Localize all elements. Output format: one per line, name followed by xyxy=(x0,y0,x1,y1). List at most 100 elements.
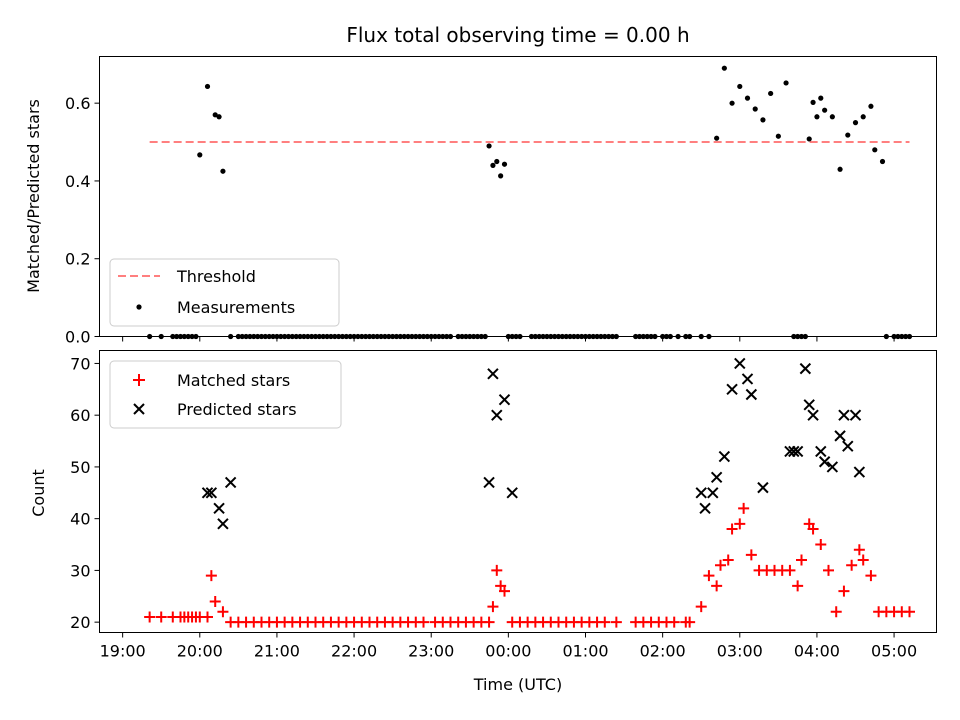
predicted-star-marker xyxy=(205,487,218,499)
matched-star-marker xyxy=(668,616,680,628)
predicted-star-marker xyxy=(799,362,812,375)
measurement-point xyxy=(852,120,859,126)
measurement-point xyxy=(197,152,203,158)
matched-star-marker xyxy=(711,580,723,592)
matched-star-marker xyxy=(209,595,221,607)
predicted-star-marker xyxy=(853,466,866,478)
ratio-legend: Threshold Measurements xyxy=(109,258,340,327)
matched-star-marker xyxy=(904,606,915,618)
predicted-star-marker xyxy=(807,409,819,421)
measurement-point xyxy=(829,114,835,120)
predicted-star-marker xyxy=(726,383,738,396)
x-tick-label: 03:00 xyxy=(717,642,763,661)
matched-star-marker xyxy=(599,616,611,628)
predicted-star-marker xyxy=(695,487,707,499)
matched-star-marker xyxy=(815,539,827,551)
matched-star-marker xyxy=(499,585,510,597)
legend-measurements-swatch xyxy=(136,304,142,310)
predicted-star-marker xyxy=(718,450,731,463)
matched-star-marker xyxy=(684,616,696,628)
predicted-star-marker xyxy=(803,399,815,411)
legend-matched-label: Matched stars xyxy=(177,371,290,390)
predicted-star-marker xyxy=(491,409,503,421)
x-tick-label: 22:00 xyxy=(331,642,377,661)
matched-star-marker xyxy=(734,518,746,530)
predicted-star-marker xyxy=(745,388,758,401)
predicted-star-marker xyxy=(734,357,746,370)
predicted-star-marker xyxy=(842,440,854,452)
matched-star-marker xyxy=(792,580,804,592)
measurement-point xyxy=(822,107,828,113)
measurement-point xyxy=(810,99,816,105)
measurement-point xyxy=(752,106,758,112)
measurement-point xyxy=(204,83,211,90)
matched-star-marker xyxy=(217,606,229,618)
measurement-point xyxy=(721,65,727,71)
x-tick-label: 21:00 xyxy=(254,642,300,661)
matched-star-marker xyxy=(726,523,738,535)
ratio-legend-box xyxy=(109,258,340,327)
chart-title: Flux total observing time = 0.00 h xyxy=(346,23,689,47)
ratio-y-ticks: 0.0 0.2 0.4 0.6 xyxy=(65,94,100,347)
ratio-axes-frame xyxy=(99,56,937,337)
ratio-y-tick-label: 0.6 xyxy=(65,94,90,113)
matched-star-marker xyxy=(865,570,877,582)
matched-star-marker xyxy=(491,564,503,576)
matched-star-marker xyxy=(807,523,819,535)
predicted-star-marker xyxy=(699,502,711,515)
count-y-ticks: 20 30 40 50 60 70 xyxy=(70,354,100,632)
matched-star-marker xyxy=(857,554,869,566)
measurement-point xyxy=(498,173,504,179)
predicted-star-marker xyxy=(788,445,800,458)
x-tick-label: 23:00 xyxy=(408,642,454,661)
ratio-y-tick-label: 0.0 xyxy=(65,328,90,347)
matched-star-marker xyxy=(796,554,807,566)
measurement-point xyxy=(490,162,496,168)
matched-star-marker xyxy=(838,585,850,597)
x-tick-label: 04:00 xyxy=(794,642,840,661)
measurement-point xyxy=(860,114,866,120)
x-tick-label: 00:00 xyxy=(485,642,531,661)
measurement-point xyxy=(216,114,222,120)
predicted-star-marker xyxy=(506,487,518,499)
matched-star-marker xyxy=(715,559,726,571)
matched-star-marker xyxy=(738,502,750,514)
matched-star-marker xyxy=(418,616,429,628)
x-tick-label: 19:00 xyxy=(100,642,146,661)
ratio-x-ticks xyxy=(122,336,895,342)
matched-star-marker xyxy=(487,601,499,613)
measurement-point xyxy=(806,136,812,142)
predicted-star-marker xyxy=(217,518,229,530)
measurement-point xyxy=(220,168,226,174)
measurement-point xyxy=(212,112,218,118)
measurement-point xyxy=(837,166,843,172)
matched-star-marker xyxy=(202,611,213,623)
matched-star-marker xyxy=(745,549,757,561)
predicted-star-marker xyxy=(710,471,723,483)
predicted-star-marker xyxy=(224,476,237,489)
matched-star-marker xyxy=(853,544,865,556)
legend-matched-swatch xyxy=(133,374,145,386)
legend-predicted-swatch xyxy=(133,403,145,415)
predicted-star-marker xyxy=(791,445,804,458)
count-y-tick-label: 20 xyxy=(70,613,90,632)
measurement-point xyxy=(760,117,766,123)
count-y-axis-label: Count xyxy=(29,469,48,517)
matched-star-marker xyxy=(483,616,495,628)
predicted-star-marker xyxy=(815,445,827,458)
count-plot-marks xyxy=(144,357,915,628)
predicted-star-marker xyxy=(213,502,225,515)
count-panel: 20 30 40 50 60 70 19:00 20:00 21:00 22:00 23:00 00… xyxy=(29,350,937,694)
measurement-point xyxy=(879,158,886,165)
legend-measurements-label: Measurements xyxy=(177,298,295,317)
predicted-star-marker xyxy=(483,476,495,489)
matched-star-marker xyxy=(610,616,622,628)
count-y-tick-label: 50 xyxy=(70,458,90,477)
predicted-star-marker xyxy=(838,409,850,421)
matched-star-marker xyxy=(205,570,217,582)
ratio-y-tick-label: 0.4 xyxy=(65,172,90,191)
measurement-point xyxy=(868,103,874,109)
measurement-point xyxy=(818,95,824,101)
count-y-tick-label: 30 xyxy=(70,561,90,580)
